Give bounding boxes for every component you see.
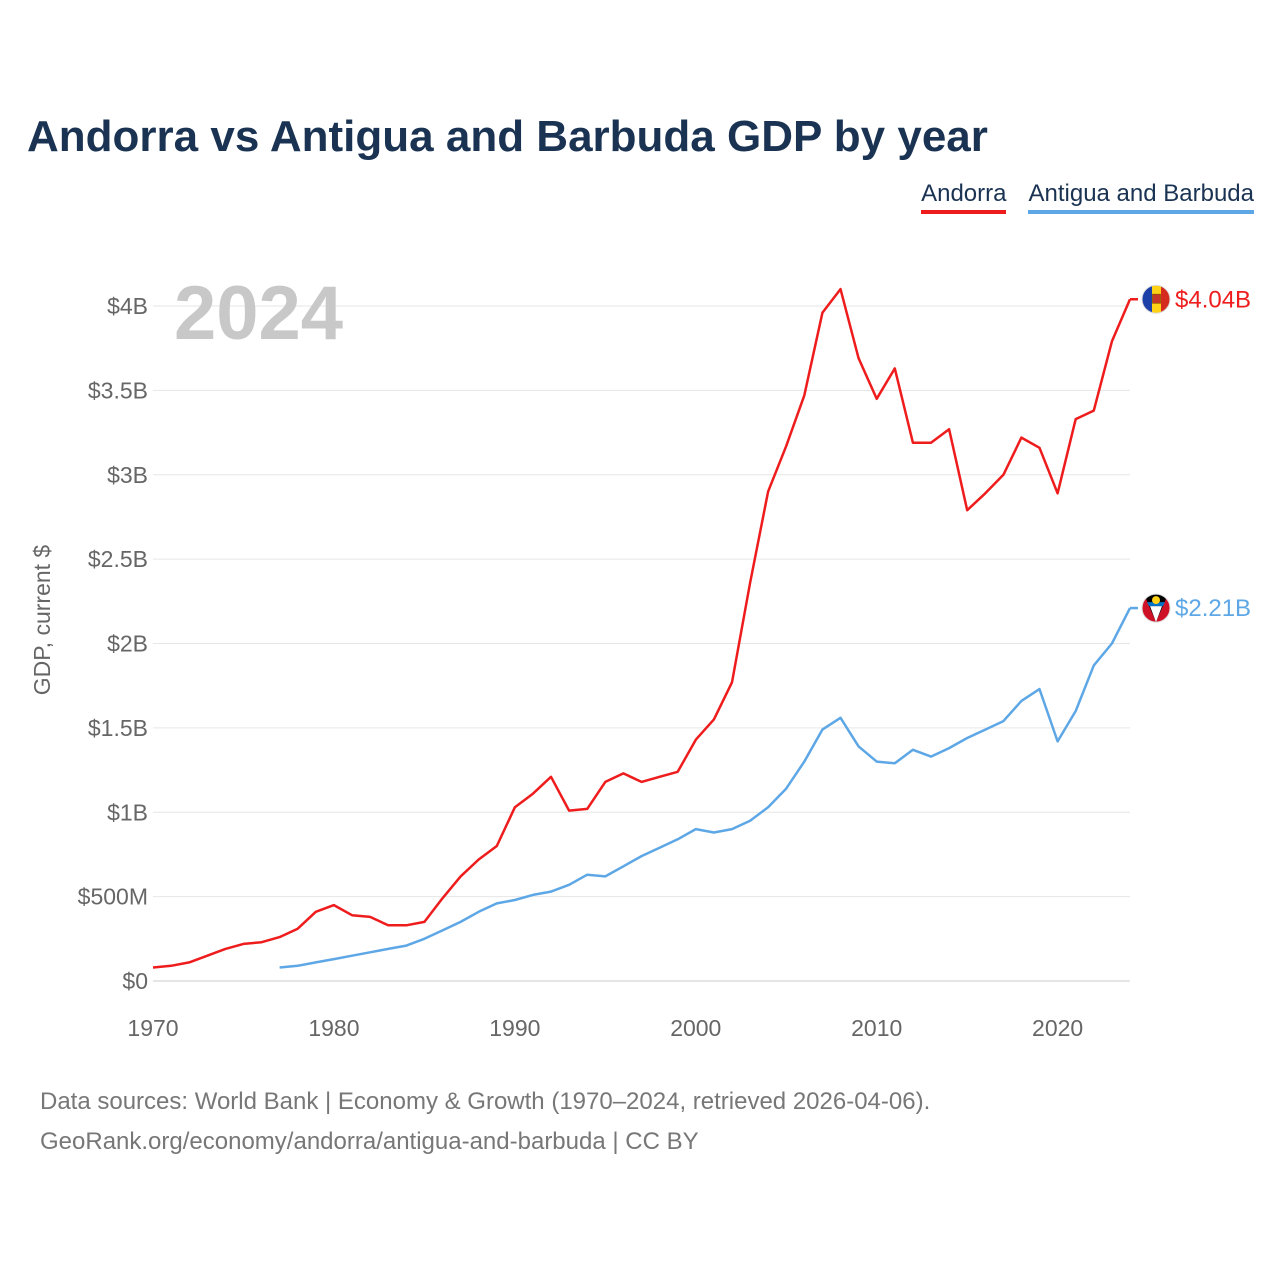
- y-tick-label: $0: [122, 968, 148, 994]
- series-line-antigua-and-barbuda[interactable]: [279, 607, 1132, 969]
- y-tick-label: $2.5B: [88, 546, 148, 572]
- x-tick-label: 1970: [127, 1015, 178, 1041]
- y-tick-label: $2B: [107, 631, 148, 657]
- legend-item-andorra[interactable]: Andorra: [921, 180, 1007, 214]
- legend: Andorra Antigua and Barbuda: [921, 180, 1254, 214]
- y-tick-label: $1B: [107, 799, 148, 825]
- x-tick-label: 1980: [308, 1015, 359, 1041]
- y-axis-label: GDP, current $: [29, 545, 55, 696]
- andorra-flag-icon: [1141, 284, 1171, 314]
- x-tick-label: 2020: [1032, 1015, 1083, 1041]
- source-line-1: Data sources: World Bank | Economy & Gro…: [40, 1088, 931, 1115]
- y-tick-label: $500M: [78, 884, 148, 910]
- end-value-label: $2.21B: [1175, 595, 1251, 622]
- series-line-andorra[interactable]: [152, 287, 1132, 969]
- y-tick-label: $3B: [107, 462, 148, 488]
- year-watermark: 2024: [174, 271, 343, 356]
- x-tick-label: 2000: [670, 1015, 721, 1041]
- y-tick-label: $3.5B: [88, 377, 148, 403]
- antigua-and-barbuda-flag-icon: [1141, 593, 1171, 623]
- chart-title: Andorra vs Antigua and Barbuda GDP by ye…: [27, 112, 988, 161]
- y-tick-label: $1.5B: [88, 715, 148, 741]
- source-line-2: GeoRank.org/economy/andorra/antigua-and-…: [40, 1128, 699, 1155]
- source-note: Data sources: World Bank | Economy & Gro…: [40, 1082, 930, 1162]
- y-tick-label: $4B: [107, 293, 148, 319]
- x-tick-label: 2010: [851, 1015, 902, 1041]
- legend-item-antigua-and-barbuda[interactable]: Antigua and Barbuda: [1028, 180, 1254, 214]
- end-value-label: $4.04B: [1175, 286, 1251, 313]
- x-tick-label: 1990: [489, 1015, 540, 1041]
